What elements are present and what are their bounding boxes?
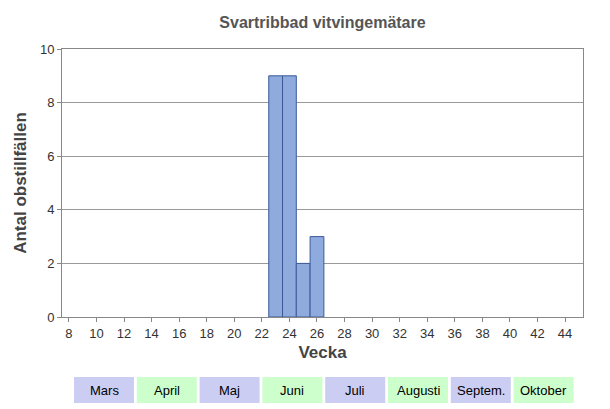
svg-text:24: 24 (282, 326, 296, 341)
svg-text:32: 32 (392, 326, 406, 341)
svg-text:6: 6 (47, 149, 54, 164)
svg-text:Antal obstillfällen: Antal obstillfällen (11, 112, 30, 254)
svg-text:Mars: Mars (90, 383, 119, 398)
svg-text:44: 44 (558, 326, 572, 341)
svg-text:36: 36 (448, 326, 462, 341)
svg-text:Juli: Juli (345, 383, 365, 398)
svg-text:4: 4 (47, 202, 54, 217)
svg-text:8: 8 (47, 95, 54, 110)
svg-text:28: 28 (337, 326, 351, 341)
svg-text:10: 10 (40, 42, 54, 57)
svg-text:Septem.: Septem. (457, 383, 505, 398)
svg-text:Svartribbad vitvingemätare: Svartribbad vitvingemätare (219, 14, 425, 31)
svg-text:April: April (154, 383, 180, 398)
svg-text:42: 42 (530, 326, 544, 341)
svg-text:30: 30 (365, 326, 379, 341)
svg-text:26: 26 (310, 326, 324, 341)
svg-text:40: 40 (503, 326, 517, 341)
svg-text:38: 38 (475, 326, 489, 341)
svg-text:Maj: Maj (219, 383, 240, 398)
svg-text:10: 10 (89, 326, 103, 341)
svg-text:18: 18 (199, 326, 213, 341)
svg-text:8: 8 (65, 326, 72, 341)
svg-text:Augusti: Augusti (397, 383, 440, 398)
svg-text:22: 22 (255, 326, 269, 341)
svg-text:Juni: Juni (280, 383, 304, 398)
svg-text:Oktober: Oktober (520, 383, 567, 398)
svg-text:0: 0 (47, 310, 54, 325)
svg-text:34: 34 (420, 326, 434, 341)
svg-text:Vecka: Vecka (298, 343, 347, 362)
svg-text:16: 16 (172, 326, 186, 341)
svg-text:14: 14 (144, 326, 158, 341)
svg-text:2: 2 (47, 256, 54, 271)
svg-text:20: 20 (227, 326, 241, 341)
svg-text:12: 12 (117, 326, 131, 341)
